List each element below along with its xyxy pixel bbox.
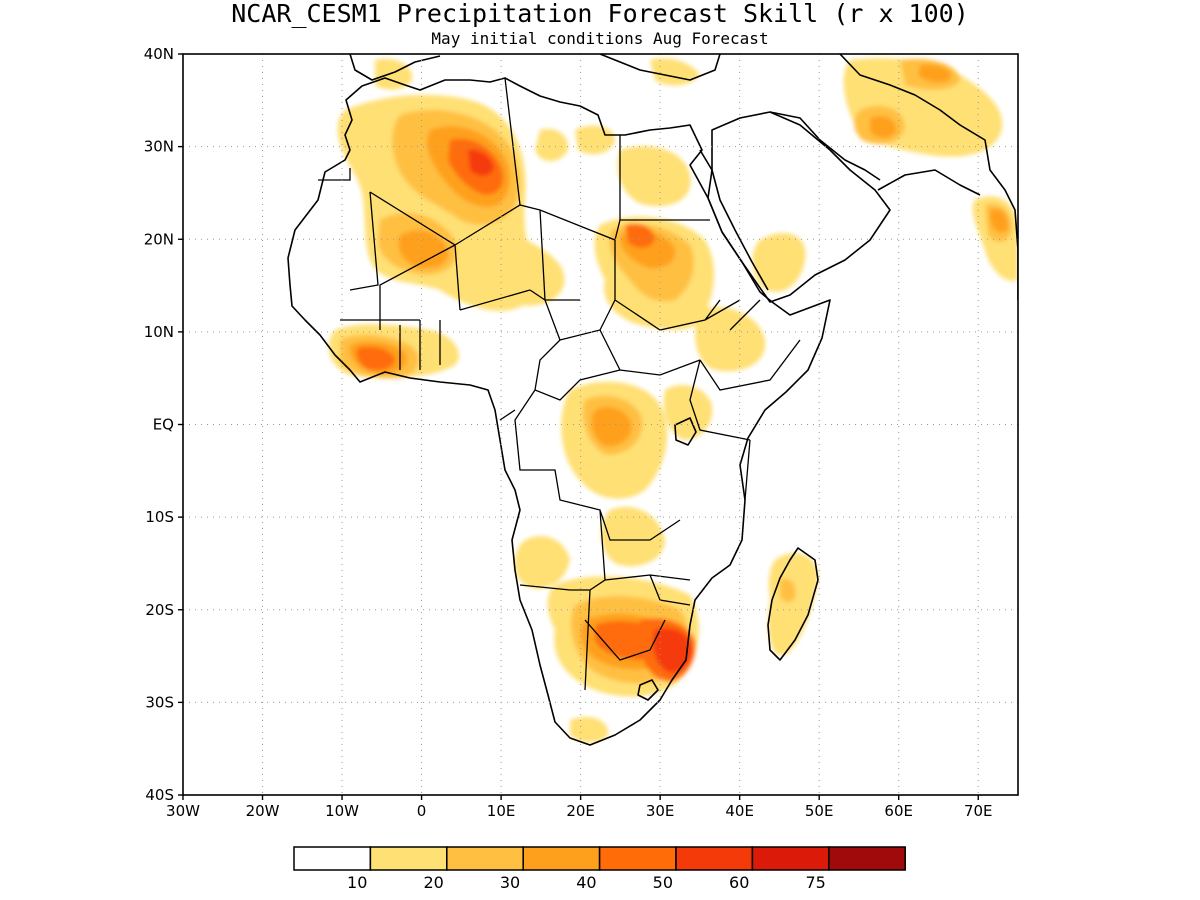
lat-tick-label: EQ xyxy=(153,416,174,434)
africa-coastline xyxy=(287,77,831,746)
lat-tick-label: 20S xyxy=(145,601,174,619)
map-title: NCAR_CESM1 Precipitation Forecast Skill … xyxy=(231,0,969,28)
lon-tick-label: 50E xyxy=(805,802,834,820)
lon-tick-label: 60E xyxy=(884,802,913,820)
lon-tick-label: 10E xyxy=(487,802,516,820)
lake-victoria xyxy=(674,417,697,446)
lon-tick-label: 70E xyxy=(964,802,993,820)
skill-level-50-60 xyxy=(468,149,692,673)
color-legend: 10 20 30 40 50 60 75 xyxy=(293,846,906,892)
lon-tick-label: 30E xyxy=(646,802,675,820)
lat-tick-label: 30S xyxy=(145,693,174,711)
legend-swatch xyxy=(675,846,754,871)
lat-tick-label: 10S xyxy=(145,508,174,526)
lon-tick-label: 0 xyxy=(417,802,427,820)
lesotho xyxy=(637,679,659,701)
legend-label: 20 xyxy=(423,873,443,892)
lon-tick-label: 20W xyxy=(246,802,280,820)
persian-gulf xyxy=(769,111,881,181)
lon-tick-label: 30W xyxy=(166,802,200,820)
legend-swatch xyxy=(751,846,830,871)
lat-tick-label: 40S xyxy=(145,786,174,804)
madagascar xyxy=(767,547,819,661)
lat-tick-label: 10N xyxy=(144,323,174,341)
map-subtitle: May initial conditions Aug Forecast xyxy=(431,29,768,48)
latitude-axis-labels: 40N 30N 20N 10N EQ 10S 20S 30S 40S xyxy=(144,45,183,804)
asia-coast xyxy=(839,54,1018,300)
longitude-axis-labels: 30W 20W 10W 0 10E 20E 30E 40E 50E 60E 70E xyxy=(166,795,993,820)
legend-swatch xyxy=(598,846,677,871)
coastlines xyxy=(287,54,1018,746)
lon-tick-label: 40E xyxy=(725,802,754,820)
legend-swatch xyxy=(828,846,906,871)
lat-tick-label: 40N xyxy=(144,45,174,63)
legend-label: 30 xyxy=(500,873,520,892)
legend-label: 50 xyxy=(653,873,673,892)
legend-label: 40 xyxy=(576,873,596,892)
legend-swatch xyxy=(446,846,524,871)
legend-label: 10 xyxy=(347,873,367,892)
iberia-europe-coast xyxy=(349,54,721,81)
legend-swatch xyxy=(522,846,601,871)
legend-label: 60 xyxy=(729,873,749,892)
lat-tick-label: 30N xyxy=(144,138,174,156)
legend-swatch xyxy=(293,846,372,871)
country-borders xyxy=(318,77,801,691)
lat-tick-label: 20N xyxy=(144,230,174,248)
legend-label: 75 xyxy=(805,873,825,892)
lon-tick-label: 20E xyxy=(566,802,595,820)
lon-tick-label: 10W xyxy=(325,802,359,820)
legend-swatch xyxy=(369,846,448,871)
red-sea xyxy=(699,149,769,291)
arabia xyxy=(707,111,891,303)
